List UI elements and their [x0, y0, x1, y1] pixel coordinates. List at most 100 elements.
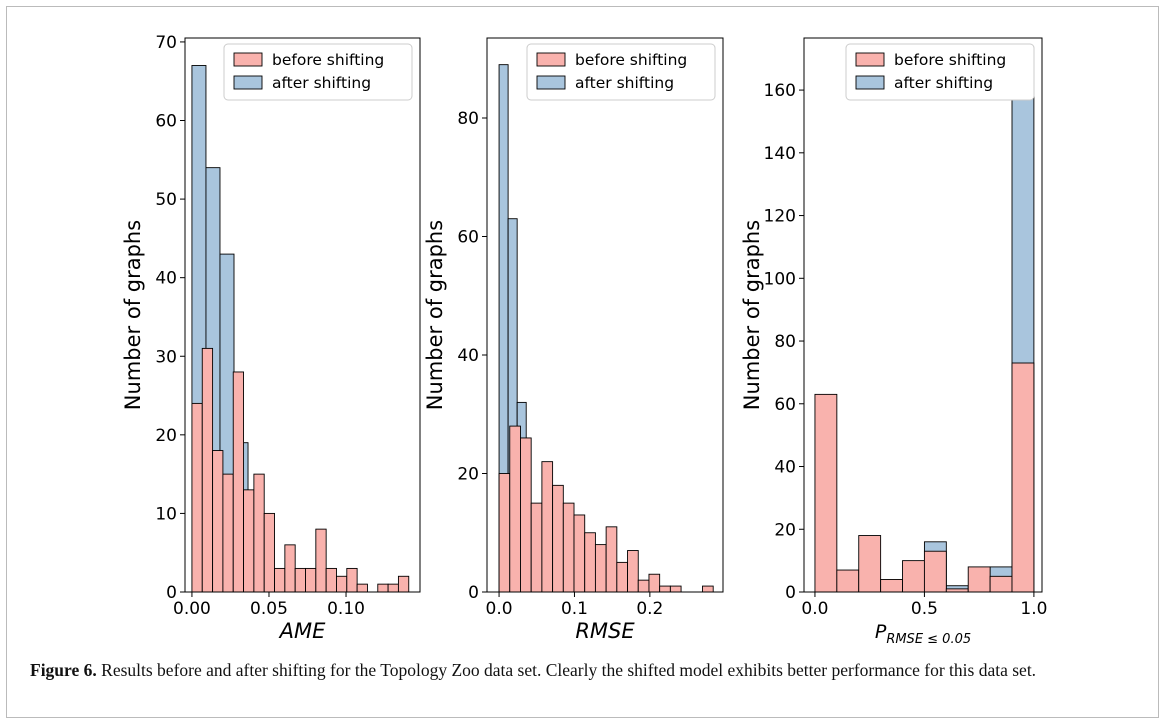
x-axis-label-subscript: RMSE ≤ 0.05	[886, 632, 971, 647]
x-axis-label: AME	[278, 619, 326, 643]
histogram-bar	[530, 502, 543, 593]
x-axis-label: PRMSE ≤ 0.05	[875, 621, 971, 647]
histogram-bar	[989, 575, 1013, 593]
y-tick-label: 30	[155, 347, 177, 367]
histogram-bar	[605, 526, 618, 593]
y-axis-label: Number of graphs	[121, 220, 145, 410]
legend-swatch	[233, 75, 263, 90]
y-tick-label: 60	[457, 227, 479, 247]
x-axis-label-main: RMSE	[575, 619, 635, 643]
legend-box	[845, 43, 1035, 101]
x-tick-label: 1.0	[1020, 599, 1047, 619]
legend-swatch	[536, 75, 566, 90]
histogram-bar	[346, 567, 358, 593]
histogram-bar	[702, 585, 714, 593]
axes-frame	[486, 37, 724, 593]
histogram-bar	[541, 461, 554, 593]
x-tick-label: 0.0	[801, 599, 828, 619]
histogram-bar	[1011, 362, 1035, 593]
legend-label: before shifting	[272, 51, 384, 69]
legend-swatch	[536, 52, 566, 67]
histogram-bar	[356, 583, 368, 593]
histogram-bar	[377, 583, 389, 593]
y-tick-label: 40	[457, 346, 479, 366]
histogram-bar	[562, 502, 575, 593]
y-tick-label: 100	[764, 269, 796, 289]
legend-label: after shifting	[894, 74, 993, 92]
y-tick-label: 70	[155, 33, 177, 53]
y-tick-label: 0	[468, 583, 479, 603]
histogram-bar	[294, 567, 306, 593]
y-tick-label: 0	[166, 583, 177, 603]
y-axis-label: Number of graphs	[740, 220, 764, 410]
y-tick-label: 60	[155, 112, 177, 132]
x-tick-label: 0.00	[173, 599, 211, 619]
y-tick-label: 50	[155, 190, 177, 210]
histogram-bar	[387, 583, 399, 593]
histogram-bar	[325, 567, 337, 593]
y-tick-label: 140	[764, 144, 796, 164]
histogram-bar	[509, 425, 521, 593]
histogram-bar	[263, 512, 275, 593]
histogram-bar	[880, 579, 903, 593]
histogram-bar	[648, 573, 661, 593]
histogram-bar	[902, 560, 925, 593]
histogram-bar	[520, 437, 532, 593]
histogram-bar	[594, 544, 607, 593]
histogram-bar	[637, 579, 650, 593]
histogram-bar	[923, 550, 947, 593]
x-tick-label: 0.2	[636, 599, 663, 619]
caption: Figure 6. Results before and after shift…	[30, 658, 1140, 682]
histogram-bar	[836, 569, 860, 593]
y-tick-label: 40	[155, 269, 177, 289]
x-tick-label: 0.5	[911, 599, 938, 619]
x-tick-label: 0.10	[327, 599, 365, 619]
y-tick-label: 10	[155, 504, 177, 524]
y-tick-label: 20	[457, 464, 479, 484]
y-tick-label: 40	[774, 458, 796, 478]
histogram-bar	[274, 567, 286, 593]
histogram-bar	[814, 393, 838, 593]
y-tick-label: 20	[774, 520, 796, 540]
legend-label: before shifting	[894, 51, 1006, 69]
histogram-bar	[584, 532, 596, 593]
y-tick-label: 80	[774, 332, 796, 352]
y-tick-label: 160	[764, 81, 796, 101]
y-tick-label: 20	[155, 426, 177, 446]
legend-label: after shifting	[272, 74, 371, 92]
histogram-bar	[659, 585, 671, 593]
histogram-bar	[222, 473, 234, 593]
legend-swatch	[855, 52, 885, 67]
x-tick-label: 0.0	[486, 599, 513, 619]
legend-swatch	[855, 75, 885, 90]
figure-frame	[6, 6, 1159, 718]
legend-box	[223, 43, 413, 101]
x-axis-label-main: P	[875, 621, 887, 643]
y-tick-label: 0	[785, 583, 796, 603]
histogram-bar	[284, 544, 296, 593]
histogram-bar	[315, 528, 327, 593]
caption-text: Results before and after shifting for th…	[101, 660, 1037, 680]
legend-label: before shifting	[575, 51, 687, 69]
histogram-bar	[336, 575, 348, 593]
histogram-bar	[669, 585, 682, 593]
x-axis-label-main: AME	[278, 619, 326, 643]
histogram-bar	[212, 450, 224, 593]
histogram-bar	[858, 535, 882, 593]
histogram-bar	[397, 575, 410, 593]
legend-swatch	[233, 52, 263, 67]
histogram-bar	[201, 347, 214, 593]
caption-label: Figure 6.	[30, 660, 97, 680]
histogram-bar	[243, 489, 255, 593]
y-tick-label: 80	[457, 109, 479, 129]
histogram-bar	[616, 561, 628, 593]
histogram-bar	[232, 371, 245, 593]
x-tick-label: 0.1	[561, 599, 588, 619]
axes-frame	[803, 37, 1043, 593]
legend-label: after shifting	[575, 74, 674, 92]
histogram-bar	[305, 567, 317, 593]
histogram-bar	[573, 514, 586, 593]
y-tick-label: 120	[764, 207, 796, 227]
